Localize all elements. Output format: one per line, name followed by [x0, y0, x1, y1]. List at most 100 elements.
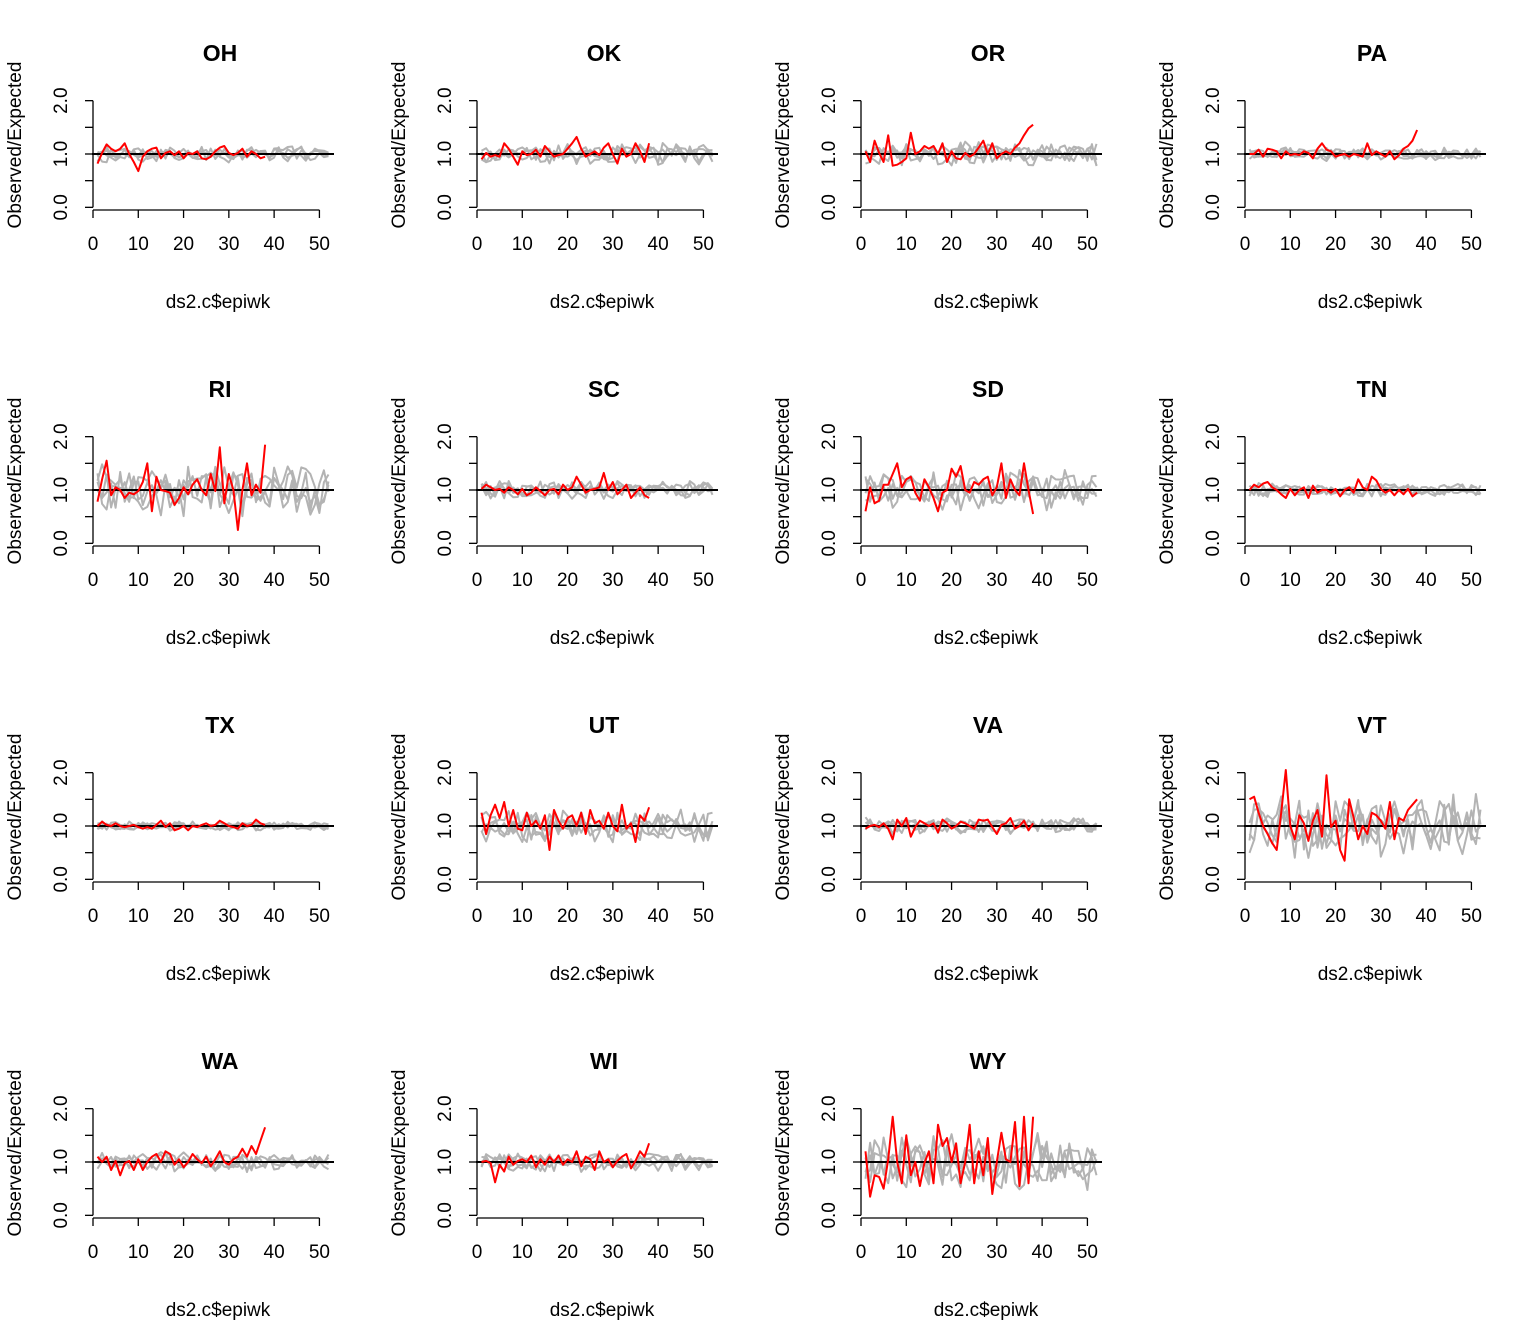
panel-title: OH	[203, 40, 238, 66]
y-tick-label: 2.0	[51, 1095, 72, 1121]
x-tick-label: 40	[1032, 234, 1053, 255]
panel-tx: TX 0 10 20 30 40 50 0.0 1.0 2.0 ds2.c$epiwk Observe…	[5, 712, 334, 985]
x-tick-label: 40	[648, 234, 669, 255]
x-tick-label: 0	[856, 234, 867, 255]
prior-season-line	[1248, 799, 1482, 858]
x-tick-label: 10	[896, 570, 917, 591]
x-tick-label: 40	[648, 1242, 669, 1263]
x-tick-label: 50	[1077, 570, 1098, 591]
y-tick-label: 0.0	[51, 1202, 72, 1228]
x-tick-label: 0	[856, 570, 867, 591]
x-tick-label: 10	[512, 906, 533, 927]
current-season-line	[1249, 769, 1418, 862]
current-season-line	[481, 1142, 651, 1184]
x-tick-label: 50	[309, 906, 330, 927]
x-tick-label: 10	[896, 1242, 917, 1263]
x-tick-label: 40	[1416, 570, 1437, 591]
panel-title: WA	[201, 1048, 238, 1074]
y-axis-label: Observed/Expected	[389, 734, 410, 901]
x-tick-label: 0	[856, 906, 867, 927]
y-axis-label: Observed/Expected	[1157, 62, 1178, 229]
current-season-line	[480, 801, 651, 851]
x-tick-label: 40	[1032, 570, 1053, 591]
y-tick-label: 1.0	[435, 141, 456, 167]
y-tick-label: 2.0	[435, 423, 456, 449]
x-tick-label: 50	[693, 1242, 714, 1263]
x-tick-label: 50	[1077, 234, 1098, 255]
x-tick-label: 20	[557, 570, 578, 591]
current-season-line	[96, 818, 266, 832]
panel-wa: WA 0 10 20 30 40 50 0.0 1.0 2.0 ds2.c$epiwk Observe…	[5, 1048, 334, 1321]
y-tick-label: 2.0	[819, 759, 840, 785]
prior-season-line	[1248, 482, 1481, 498]
x-tick-label: 30	[602, 234, 623, 255]
x-tick-label: 20	[941, 906, 962, 927]
y-tick-label: 1.0	[1203, 813, 1224, 839]
y-tick-label: 1.0	[819, 1149, 840, 1175]
x-tick-label: 30	[986, 234, 1007, 255]
x-tick-label: 50	[693, 234, 714, 255]
panel-ri: RI 0 10 20 30 40 50 0.0 1.0 2.0 ds2.c$epiwk Observe…	[5, 376, 334, 649]
y-axis-label: Observed/Expected	[389, 398, 410, 565]
x-tick-label: 0	[472, 1242, 483, 1263]
x-tick-label: 20	[1325, 570, 1346, 591]
y-tick-label: 2.0	[51, 759, 72, 785]
panel-title: OK	[587, 40, 622, 66]
y-tick-label: 1.0	[819, 813, 840, 839]
y-tick-label: 2.0	[435, 87, 456, 113]
y-tick-label: 0.0	[435, 866, 456, 892]
x-axis-label: ds2.c$epiwk	[166, 1300, 271, 1321]
y-tick-label: 1.0	[51, 813, 72, 839]
x-tick-label: 0	[1240, 570, 1251, 591]
x-axis-label: ds2.c$epiwk	[550, 628, 655, 649]
x-tick-label: 40	[264, 234, 285, 255]
x-tick-label: 20	[1325, 906, 1346, 927]
y-tick-label: 0.0	[435, 194, 456, 220]
x-axis-label: ds2.c$epiwk	[550, 1300, 655, 1321]
x-tick-label: 0	[1240, 906, 1251, 927]
panel-title: RI	[209, 376, 232, 402]
panel-pa: PA 0 10 20 30 40 50 0.0 1.0 2.0 ds2.c$epiwk Observe…	[1157, 40, 1486, 313]
x-tick-label: 50	[309, 570, 330, 591]
x-tick-label: 40	[1032, 1242, 1053, 1263]
x-tick-label: 50	[693, 570, 714, 591]
x-axis-label: ds2.c$epiwk	[1318, 628, 1423, 649]
y-tick-label: 1.0	[51, 477, 72, 503]
x-tick-label: 10	[128, 1242, 149, 1263]
panel-title: OR	[971, 40, 1006, 66]
x-tick-label: 0	[472, 906, 483, 927]
panel-title: PA	[1357, 40, 1387, 66]
x-tick-label: 40	[264, 1242, 285, 1263]
x-tick-label: 10	[128, 234, 149, 255]
panel-va: VA 0 10 20 30 40 50 0.0 1.0 2.0 ds2.c$epiwk Observe…	[773, 712, 1102, 985]
x-axis-label: ds2.c$epiwk	[1318, 964, 1423, 985]
x-tick-label: 10	[896, 234, 917, 255]
x-axis-label: ds2.c$epiwk	[550, 292, 655, 313]
y-tick-label: 2.0	[51, 87, 72, 113]
x-axis-label: ds2.c$epiwk	[934, 292, 1039, 313]
x-axis-label: ds2.c$epiwk	[934, 628, 1039, 649]
x-tick-label: 30	[602, 1242, 623, 1263]
x-tick-label: 20	[173, 1242, 194, 1263]
panel-ok: OK 0 10 20 30 40 50 0.0 1.0 2.0 ds2.c$epiwk Observe…	[389, 40, 718, 313]
y-tick-label: 1.0	[819, 477, 840, 503]
y-tick-label: 1.0	[51, 1149, 72, 1175]
x-tick-label: 20	[173, 906, 194, 927]
x-tick-label: 30	[1370, 906, 1391, 927]
x-axis-label: ds2.c$epiwk	[166, 292, 271, 313]
current-season-line	[480, 135, 651, 166]
current-season-line	[864, 817, 1034, 841]
panel-sd: SD 0 10 20 30 40 50 0.0 1.0 2.0 ds2.c$epiwk Observe…	[773, 376, 1102, 649]
x-axis-label: ds2.c$epiwk	[166, 628, 271, 649]
y-axis-label: Observed/Expected	[5, 1070, 26, 1237]
y-tick-label: 2.0	[1203, 87, 1224, 113]
y-tick-label: 1.0	[435, 1149, 456, 1175]
panel-wi: WI 0 10 20 30 40 50 0.0 1.0 2.0 ds2.c$epiwk Observe…	[389, 1048, 718, 1321]
y-tick-label: 0.0	[51, 530, 72, 556]
x-tick-label: 50	[309, 1242, 330, 1263]
current-season-line	[96, 142, 266, 173]
x-tick-label: 0	[856, 1242, 867, 1263]
current-season-line	[864, 1115, 1035, 1198]
x-tick-label: 30	[986, 906, 1007, 927]
panel-title: SC	[588, 376, 620, 402]
